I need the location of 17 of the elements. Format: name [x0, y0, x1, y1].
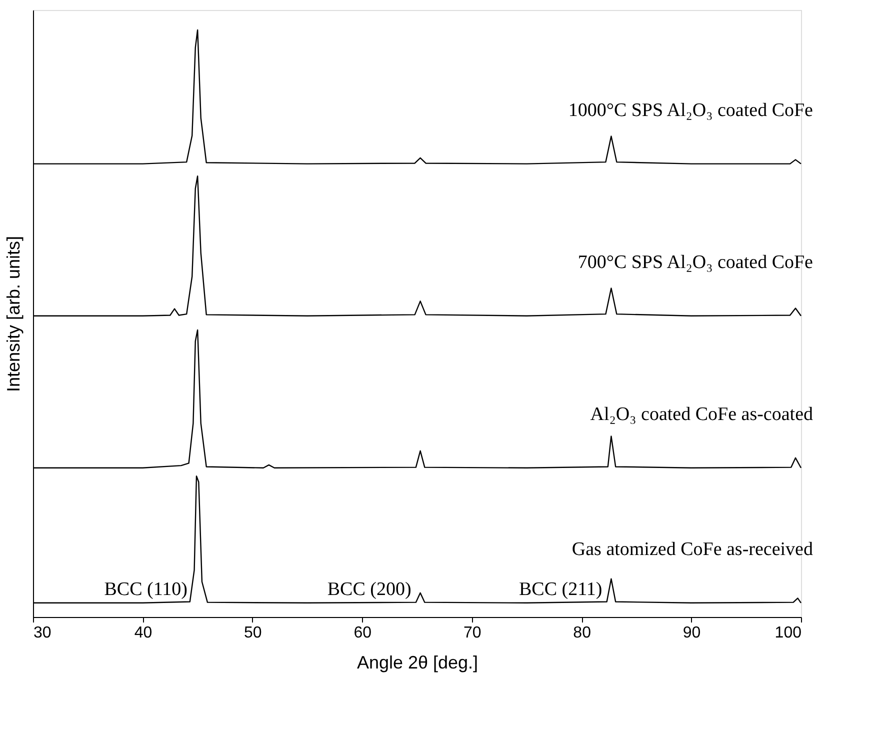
annotation: BCC (110) — [104, 578, 188, 600]
x-axis-title: Angle 2θ [deg.] — [356, 652, 478, 672]
x-tick-label: 100 — [774, 624, 802, 642]
series-label: Al₂O₃ coated CoFe as-coated — [590, 404, 814, 425]
text: 1000°C SPS Al₂O₃ coated CoFe — [568, 100, 813, 121]
annotation: BCC (200) — [327, 578, 412, 600]
x-tick-label: 40 — [134, 624, 152, 642]
x-tick-label: 70 — [463, 624, 482, 642]
x-tick-label: 90 — [682, 624, 701, 642]
y-axis-title: Intensity [arb. units] — [4, 236, 24, 392]
x-tick-label: 30 — [34, 624, 52, 642]
x-tick-label: 60 — [354, 624, 372, 642]
x-tick-label: 80 — [573, 624, 592, 642]
annotation: BCC (211) — [518, 578, 602, 600]
x-tick-label: 50 — [244, 624, 262, 642]
series-label: 700°C SPS Al₂O₃ coated CoFe — [578, 252, 813, 273]
text: Gas atomized CoFe as-received — [572, 538, 814, 560]
